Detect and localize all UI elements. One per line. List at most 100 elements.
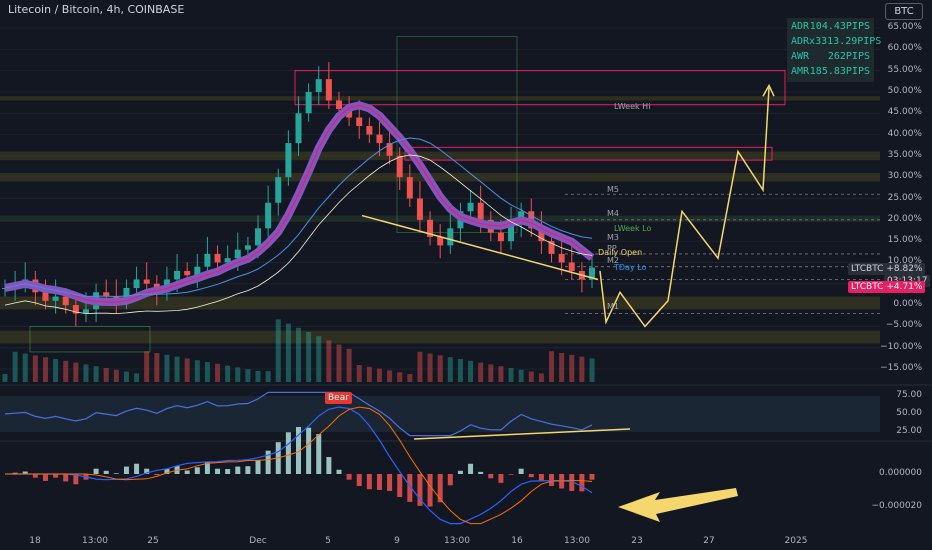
callout-arrow <box>618 488 738 522</box>
macd-histogram-bar <box>306 427 312 474</box>
price-tick-label: −5.00% <box>885 320 922 331</box>
volume-bar <box>407 374 413 382</box>
price-tick-label: 30.00% <box>887 171 922 182</box>
macd-histogram-bar <box>53 474 59 478</box>
level-m2: M2 <box>607 256 619 265</box>
volume-bar <box>336 344 342 382</box>
time-tick-label: Dec <box>249 536 267 546</box>
macd-histogram-bar <box>93 468 99 474</box>
macd-histogram-bar <box>498 474 504 483</box>
time-tick-label: 13:00 <box>82 536 108 546</box>
candle-body <box>275 177 282 203</box>
macd-histogram-bar <box>184 470 190 474</box>
time-tick-label: 13:00 <box>564 536 590 546</box>
volume-bar <box>589 358 595 382</box>
price-tick-label: 55.00% <box>887 64 922 75</box>
price-tick-label: −15.00% <box>880 363 922 373</box>
candle-body <box>366 126 373 135</box>
macd-histogram-bar <box>144 468 150 474</box>
volume-bar <box>245 369 251 382</box>
volume-bar <box>285 323 291 382</box>
level-m5: M5 <box>607 185 619 194</box>
macd-histogram-bar <box>387 474 393 491</box>
macd-histogram-bar <box>528 474 534 478</box>
macd-histogram-bar <box>589 474 595 480</box>
stats-row-adrx3: ADRx3 313.29PIPS <box>791 36 882 47</box>
volume-bar <box>265 371 271 382</box>
macd-histogram-bar <box>255 460 261 474</box>
time-tick-label: 13:00 <box>444 536 470 546</box>
volume-bar <box>559 353 565 382</box>
macd-histogram-bar <box>235 466 241 474</box>
level-lweek-lo: LWeek Lo <box>614 224 652 233</box>
macd-histogram-bar <box>134 463 140 474</box>
ma-long <box>4 154 593 315</box>
candle-body <box>143 279 150 284</box>
volume-bar <box>63 360 69 382</box>
ma-fast <box>4 104 593 303</box>
volume-bar <box>184 358 190 382</box>
macd-histogram-bar <box>245 466 251 474</box>
macd-histogram-bar <box>468 463 474 474</box>
volume-bar <box>2 374 8 382</box>
volume-bar <box>42 357 48 382</box>
macd-histogram-bar <box>215 468 221 474</box>
candle-body <box>42 292 49 301</box>
trend-line <box>361 214 599 281</box>
price-tag-ltcbtc-secondary: LTCBTC +4.71% <box>848 281 926 293</box>
price-tick-label: 0.00% <box>893 299 922 310</box>
volume-bar <box>457 359 463 382</box>
candle-body <box>204 253 211 267</box>
price-tag-value-2: +4.71% <box>886 282 923 292</box>
macd-histogram-bar <box>376 474 382 490</box>
macd-histogram-bar <box>397 474 403 497</box>
volume-bar <box>316 336 322 382</box>
rsi-tick-label: 25.00 <box>896 426 922 436</box>
candle-body <box>82 309 89 314</box>
rsi-bear-tag: Bear <box>325 392 352 404</box>
candle-body <box>437 236 444 246</box>
resistance-box-upper <box>294 70 786 106</box>
volume-bar <box>579 356 585 382</box>
volume-bar <box>356 365 362 382</box>
macd-histogram-bar <box>73 474 79 485</box>
candle-body <box>356 117 363 127</box>
price-tick-label: 50.00% <box>887 85 922 96</box>
macd-histogram-bar <box>437 474 443 503</box>
volume-bar <box>528 371 534 382</box>
candle-body <box>315 79 322 92</box>
candle-body <box>234 249 241 259</box>
candle-body <box>589 267 595 280</box>
stats-panel: ADR 104.43PIPS ADRx3 313.29PIPS AWR 262PIPS… <box>787 18 882 82</box>
candle-body <box>416 198 423 220</box>
volume-bar <box>488 364 494 382</box>
candle-body <box>62 296 69 306</box>
macd-histogram-bar <box>42 474 48 481</box>
candle-body <box>325 79 332 101</box>
macd-histogram-bar <box>204 461 210 474</box>
candle-body <box>103 292 110 297</box>
stats-row-awr: AWR 262PIPS <box>791 51 870 62</box>
macd-histogram-bar <box>285 432 291 474</box>
macd-histogram-bar <box>538 474 544 482</box>
candle-body <box>477 202 484 220</box>
macd-histogram-bar <box>447 474 453 486</box>
time-tick-label: 23 <box>631 536 643 546</box>
macd-histogram-bar <box>518 468 524 474</box>
volume-bar <box>397 372 403 382</box>
volume-bar <box>154 353 160 382</box>
candle-body <box>406 177 413 199</box>
rsi-tick-label: 50.00 <box>896 408 922 418</box>
candle-body <box>447 228 454 246</box>
volume-bar <box>215 363 221 382</box>
candle-body <box>285 143 292 178</box>
time-tick-label: 9 <box>394 536 400 546</box>
candle-body <box>568 262 575 271</box>
candle-body <box>295 113 302 144</box>
macd-line <box>5 406 593 525</box>
level-m3: M3 <box>607 233 619 242</box>
candle-body <box>184 270 191 276</box>
volume-bar <box>255 371 261 382</box>
currency-badge[interactable]: BTC <box>885 3 923 20</box>
